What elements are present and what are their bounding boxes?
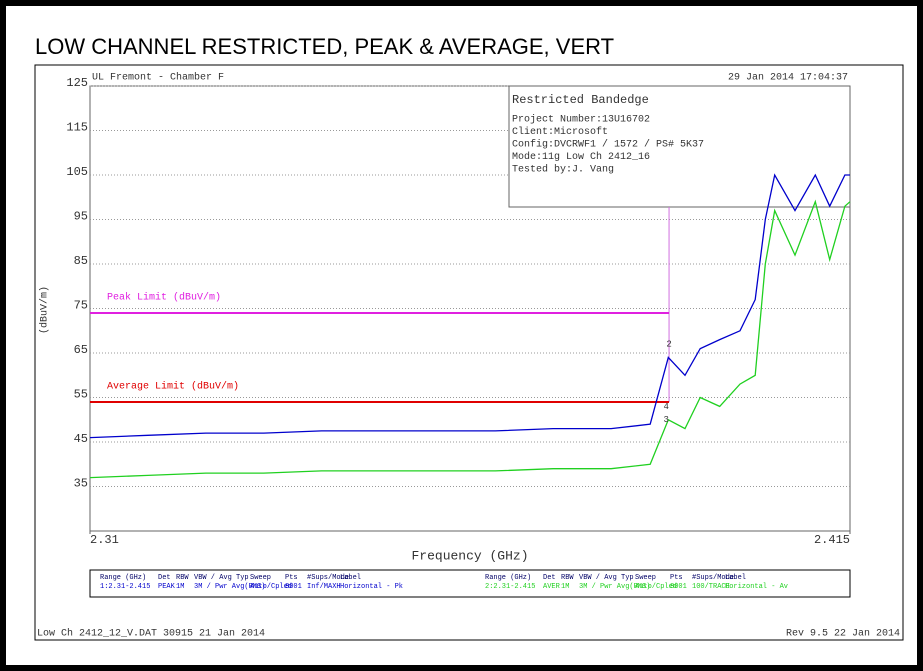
legend-header: RBW [561,574,574,582]
legend-header: Label [725,574,746,582]
y-tick-label: 105 [66,165,88,179]
legend-cell: 1:2.31-2.415 [100,583,150,591]
y-tick-label: 45 [74,432,88,446]
y-tick-label: 35 [74,477,88,491]
legend-cell: PEAK [158,583,176,591]
info-line: Tested by:J. Vang [512,164,614,176]
legend-cell: Auto/Cpled [635,583,677,591]
marker-label: 2 [666,339,671,349]
legend-cell: Inf/MAXH [307,583,341,591]
legend-header: Label [340,574,361,582]
y-tick-label: 65 [74,343,88,357]
limit-label: Peak Limit (dBuV/m) [107,292,221,304]
footer-right: Rev 9.5 22 Jan 2014 [786,629,900,640]
legend-header: RBW [176,574,189,582]
y-axis-label: (dBuV/m) [39,286,51,334]
legend-cell: Auto/Cpled [250,583,292,591]
header-right: 29 Jan 2014 17:04:37 [728,73,848,84]
legend-header: Pts [670,574,683,582]
info-line: Mode:11g Low Ch 2412_16 [512,151,650,163]
y-tick-label: 85 [74,254,88,268]
legend-header: Range (GHz) [100,574,146,582]
frame [34,64,904,641]
footer-left: Low Ch 2412_12_V.DAT 30915 21 Jan 2014 [37,628,265,640]
trace [89,199,851,479]
legend-header: Det [158,574,171,582]
legend-cell: 3M / Pwr Avg(RMS) [194,583,265,591]
legend-cell: 8001 [670,583,687,591]
legend-cell: 2:2.31-2.415 [485,583,535,591]
legend-cell: AVER [543,583,561,591]
legend-cell: 1M [561,583,569,591]
legend-cell: 8001 [285,583,302,591]
y-tick-label: 115 [66,121,88,135]
marker-label: 4 [663,402,668,412]
info-line: Client:Microsoft [512,126,608,138]
legend-header: Range (GHz) [485,574,531,582]
legend-header: Sweep [250,574,271,582]
legend-cell: 3M / Pwr Avg(RMS) [579,583,650,591]
legend-cell: 1M [176,583,184,591]
legend-cell: Horizontal - Pk [340,583,403,591]
legend-header: #Sups/Mode [307,574,349,582]
x-tick-label: 2.31 [90,533,119,547]
legend-header: VBW / Avg Typ [579,574,634,582]
limit-label: Average Limit (dBuV/m) [107,381,239,393]
legend-header: Sweep [635,574,656,582]
y-tick-label: 95 [74,210,88,224]
x-tick-label: 2.415 [814,533,850,547]
header-left: UL Fremont - Chamber F [92,72,224,84]
legend-header: Det [543,574,556,582]
legend-header: #Sups/Mode [692,574,734,582]
info-line: Config:DVCRWF1 / 1572 / PS# 5K37 [512,139,704,151]
legend-header: VBW / Avg Typ [194,574,249,582]
info-box [508,85,851,208]
legend-box [89,569,851,598]
info-line: Project Number:13U16702 [512,114,650,126]
marker-label: 3 [663,415,668,425]
legend-cell: 100/TRACE [692,583,730,591]
y-tick-label: 75 [74,299,88,313]
trace [89,173,850,439]
legend-header: Pts [285,574,298,582]
info-title: Restricted Bandedge [512,93,649,107]
legend-cell: Horizontal - Av [725,583,788,591]
x-axis-label: Frequency (GHz) [411,548,528,563]
chart-title: LOW CHANNEL RESTRICTED, PEAK & AVERAGE, … [35,34,614,59]
y-tick-label: 125 [66,76,88,90]
y-tick-label: 55 [74,388,88,402]
